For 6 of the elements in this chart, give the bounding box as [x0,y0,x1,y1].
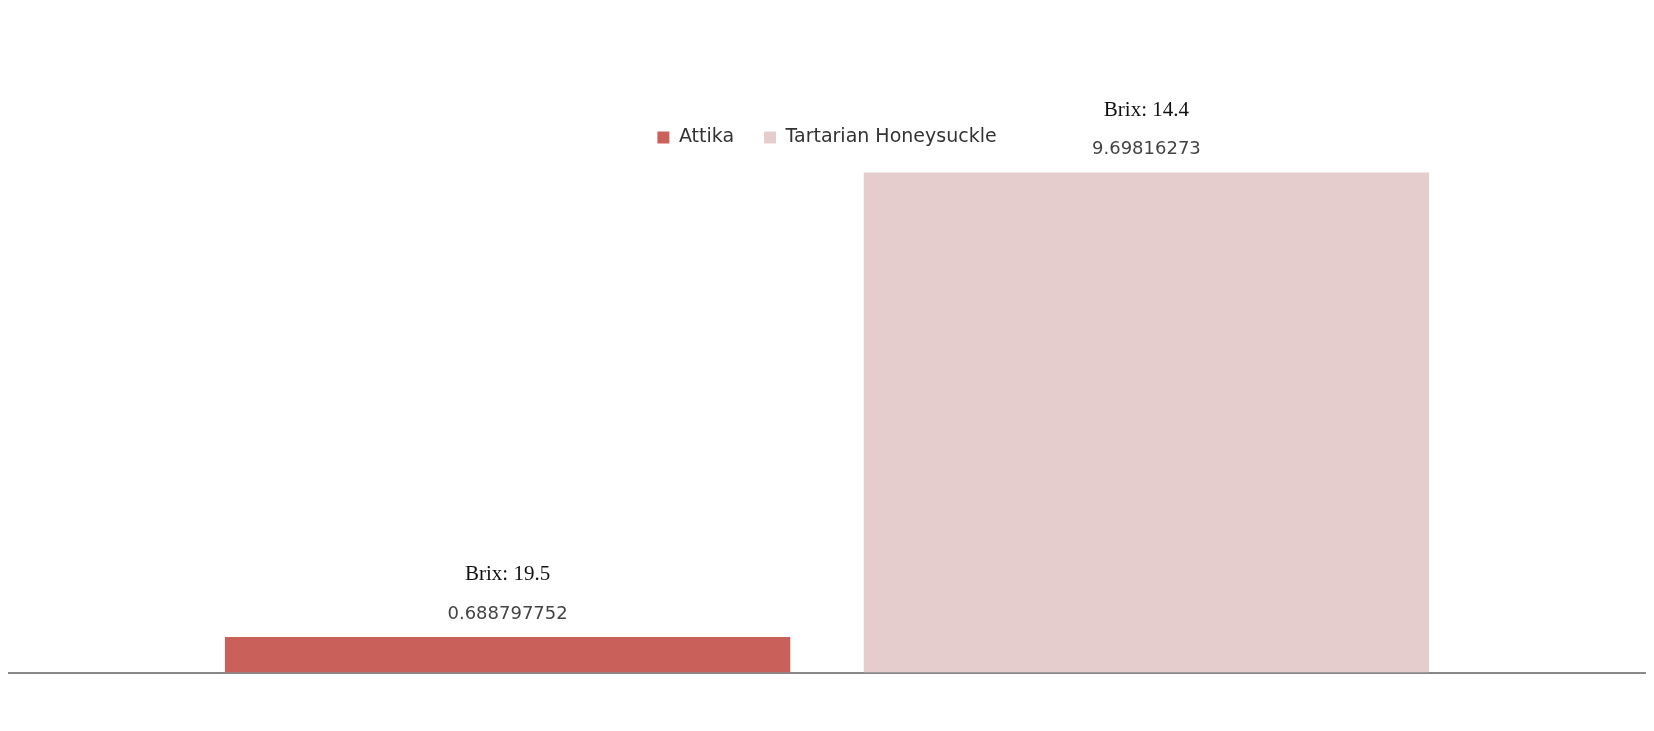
legend-label: Tartarian Honeysuckle [784,124,997,147]
legend-label: Attika [678,124,735,147]
annotation: Brix: 19.5 [465,561,551,586]
data-label: 0.688797752 [447,601,568,623]
data-label: 9.69816273 [1092,137,1201,159]
text: Brix: 14.4 [1103,96,1190,121]
